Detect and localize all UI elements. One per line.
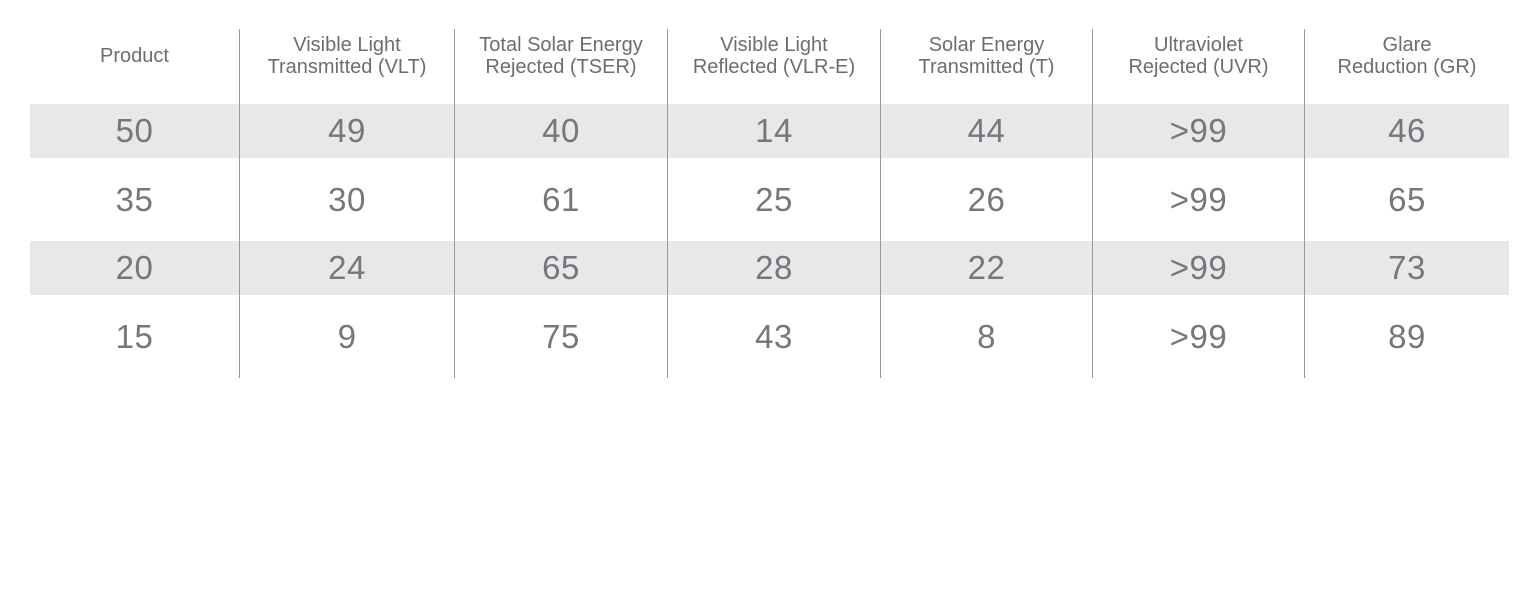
column-header-label: Solar Energy Transmitted (T) [919,34,1055,78]
column-header-label: Product [100,34,169,78]
table-cell: 15 [115,317,154,355]
table-cell: 40 [454,104,667,158]
header-line: Transmitted (T) [918,56,1055,78]
header-line: Total Solar Energy [479,34,643,56]
column-header-vlr-e: Visible Light Reflected (VLR-E) [667,29,880,104]
table-cell: 44 [880,104,1092,158]
table-cell: >99 [1092,158,1304,241]
table-cell: 61 [454,158,667,241]
table-cell: 14 [667,104,880,158]
table-cell: 50 [30,104,239,158]
header-line: Rejected (TSER) [485,56,637,78]
header-line: Glare [1382,34,1432,56]
table-cell: 35 [115,180,154,218]
column-header-label: Ultraviolet Rejected (UVR) [1128,34,1268,78]
header-line: Rejected (UVR) [1128,56,1269,78]
table-cell: 73 [1304,241,1509,295]
header-line: Product [100,45,169,67]
column-header-label: Glare Reduction (GR) [1338,34,1477,78]
table-cell: 28 [667,241,880,295]
column-header-label: Visible Light Reflected (VLR-E) [693,34,855,78]
column-header-gr: Glare Reduction (GR) [1304,29,1509,104]
table-cell: 49 [239,104,454,158]
column-header-label: Total Solar Energy Rejected (TSER) [479,34,642,78]
table-cell: 26 [880,158,1092,241]
table-cell: 65 [454,241,667,295]
table-cell: >99 [1092,104,1304,158]
header-line: Reflected (VLR-E) [692,56,856,78]
table-cell: 22 [880,241,1092,295]
header-line: Visible Light [720,34,828,56]
column-header-t: Solar Energy Transmitted (T) [880,29,1092,104]
header-line: Ultraviolet [1154,34,1243,56]
column-header-tser: Total Solar Energy Rejected (TSER) [454,29,667,104]
table-cell: 65 [1304,158,1509,241]
header-line: Transmitted (VLT) [267,56,427,78]
table-cell: 75 [454,295,667,378]
table-cell: 24 [239,241,454,295]
column-header-vlt: Visible Light Transmitted (VLT) [239,29,454,104]
table-cell: >99 [1092,241,1304,295]
spec-table: Product Visible Light Transmitted (VLT) … [30,29,1509,378]
header-line: Reduction (GR) [1337,56,1477,78]
column-header-product: Product [30,29,239,104]
table-cell: 25 [667,158,880,241]
header-line: Solar Energy [928,34,1045,56]
table-cell: 8 [880,295,1092,378]
table-cell: 89 [1304,295,1509,378]
header-line: Visible Light [293,34,401,56]
table-cell: 30 [239,158,454,241]
table-cell: 43 [667,295,880,378]
column-header-uvr: Ultraviolet Rejected (UVR) [1092,29,1304,104]
table-cell: 46 [1304,104,1509,158]
table-cell: 20 [30,241,239,295]
table-cell: 9 [239,295,454,378]
table-cell: >99 [1092,295,1304,378]
column-header-label: Visible Light Transmitted (VLT) [268,34,427,78]
